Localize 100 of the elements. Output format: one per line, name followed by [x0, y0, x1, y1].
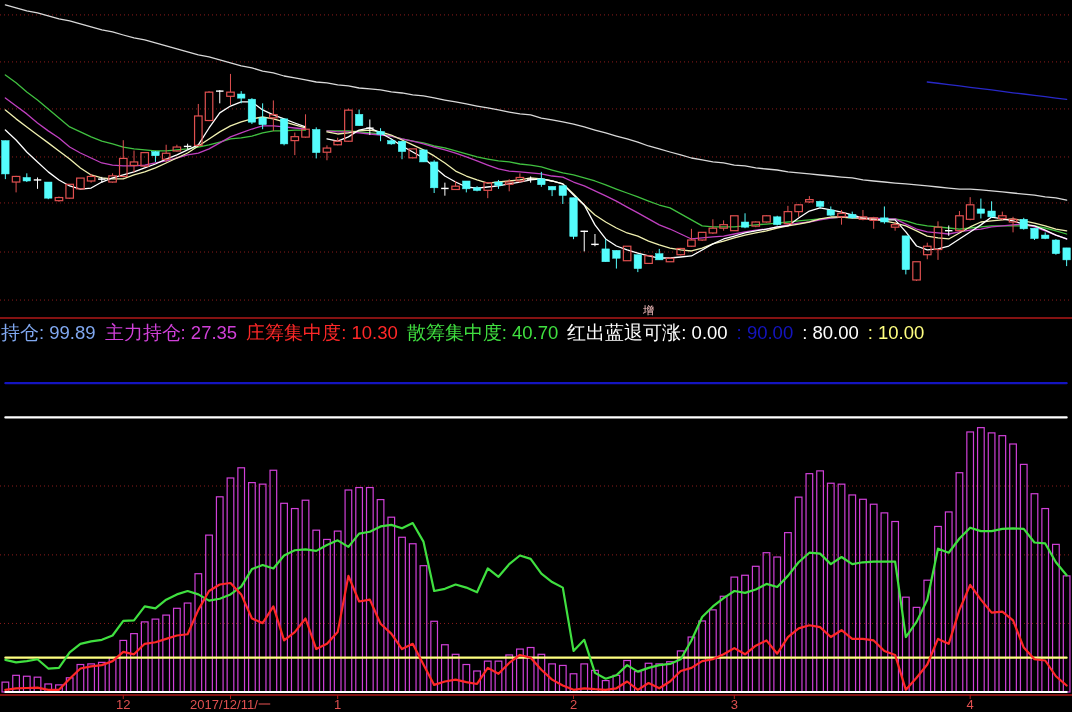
bar — [323, 538, 331, 693]
bar — [22, 675, 31, 693]
bar — [580, 663, 589, 693]
bar — [537, 653, 546, 693]
bar — [97, 661, 106, 693]
x-tick-label: 1 — [334, 697, 342, 712]
bar — [944, 511, 953, 693]
x-tick-label: 3 — [730, 697, 738, 712]
bar — [333, 530, 342, 693]
bar — [751, 565, 760, 693]
bar — [237, 467, 246, 693]
bar — [151, 618, 160, 693]
bar — [376, 499, 385, 693]
bar — [140, 621, 149, 693]
bar — [516, 648, 524, 693]
legend: 持仓: 99.89 主力持仓: 27.35 庄筹集中度: 10.30 散筹集中度: 40.70 红出蓝退可涨: 0.00 : 90.00 : 80.00 : 10.00 — [1, 322, 925, 343]
bar — [387, 516, 396, 693]
bar — [816, 470, 824, 693]
bar — [998, 435, 1007, 693]
bar — [76, 663, 85, 693]
bar — [290, 507, 299, 693]
bar — [773, 556, 782, 693]
bar — [612, 674, 621, 693]
bar — [215, 496, 224, 693]
bar — [923, 579, 932, 693]
bar — [1041, 507, 1050, 693]
bar — [741, 574, 749, 693]
bar — [859, 498, 867, 693]
bar — [805, 473, 814, 693]
bar — [548, 663, 556, 693]
bar — [483, 660, 492, 693]
mark-label: 增 — [643, 304, 655, 316]
bar — [901, 596, 910, 693]
bar — [644, 662, 653, 693]
bar — [408, 543, 417, 693]
bar — [33, 676, 42, 693]
bar — [698, 620, 707, 693]
bar — [451, 653, 460, 693]
bar — [258, 483, 267, 693]
bar — [12, 674, 20, 693]
bar — [676, 650, 685, 693]
bar — [65, 677, 74, 693]
x-tick-label: 4 — [966, 697, 974, 712]
bar — [248, 482, 256, 693]
bar — [623, 659, 632, 693]
bar — [1019, 463, 1028, 693]
bar — [494, 660, 503, 693]
bar — [880, 512, 889, 693]
x-tick-label: 12 — [116, 697, 131, 712]
bar — [172, 607, 181, 693]
bar — [183, 602, 192, 693]
bar — [419, 565, 428, 693]
bar — [848, 494, 857, 693]
bar — [869, 503, 878, 693]
bar — [462, 663, 471, 693]
bar — [762, 552, 771, 693]
bar — [1062, 575, 1071, 693]
bar — [119, 639, 128, 693]
bar — [687, 636, 696, 693]
bar — [891, 520, 900, 693]
bar — [1052, 543, 1060, 693]
bar — [912, 606, 921, 693]
bar — [312, 529, 321, 693]
bar — [398, 536, 406, 693]
bar — [280, 502, 288, 693]
bar — [934, 525, 942, 693]
bar — [666, 661, 674, 693]
bar — [633, 671, 642, 693]
bar — [1, 681, 10, 693]
bar — [226, 477, 235, 693]
bar — [355, 486, 364, 693]
bar — [344, 489, 353, 693]
bar — [708, 609, 717, 693]
x-tick-label: 2017/12/11/一 — [190, 697, 271, 712]
bar — [987, 432, 996, 693]
bar — [440, 644, 449, 693]
bar — [505, 654, 514, 693]
bar — [655, 663, 664, 693]
bar — [719, 595, 728, 693]
bar — [784, 532, 792, 693]
bar — [526, 646, 535, 693]
bar — [130, 633, 138, 693]
bar — [108, 657, 117, 693]
bar — [1009, 443, 1017, 693]
bar — [162, 614, 171, 693]
bar — [87, 663, 96, 693]
bar — [826, 482, 835, 693]
bar — [558, 664, 567, 693]
bar — [1030, 493, 1039, 693]
bar — [430, 620, 439, 693]
bar — [205, 534, 213, 693]
x-tick-label: 2 — [569, 697, 578, 712]
bar — [794, 496, 803, 693]
bar — [194, 573, 203, 693]
bar — [301, 499, 310, 693]
bar — [955, 472, 964, 693]
bar — [269, 469, 278, 693]
bar — [473, 670, 481, 693]
bar — [976, 427, 985, 693]
bar — [966, 431, 975, 693]
